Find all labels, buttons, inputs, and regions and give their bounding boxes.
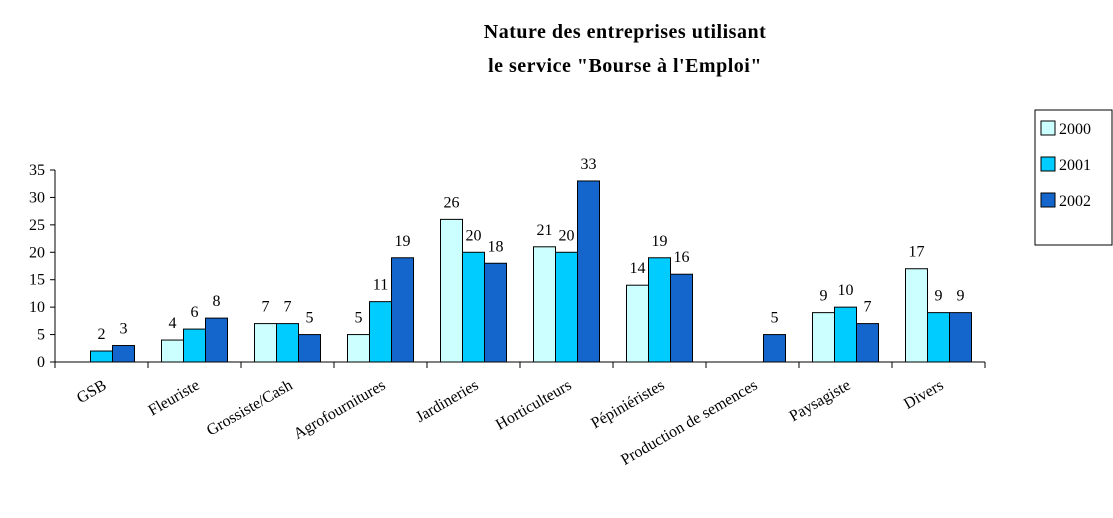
y-tick-label: 20 <box>29 244 45 261</box>
legend-label: 2002 <box>1059 193 1091 210</box>
value-label: 33 <box>581 156 597 173</box>
bar <box>856 323 879 363</box>
value-label: 20 <box>466 227 482 244</box>
value-label: 18 <box>488 238 504 255</box>
x-tick-label: Paysagiste <box>787 377 854 425</box>
legend-swatch <box>1040 120 1056 136</box>
y-tick-label: 30 <box>29 189 45 206</box>
value-label: 4 <box>169 315 177 332</box>
value-label: 10 <box>838 282 854 299</box>
bar <box>812 312 835 363</box>
value-label: 21 <box>537 222 553 239</box>
bar <box>112 345 135 363</box>
value-label: 5 <box>306 310 314 327</box>
bar <box>905 268 928 363</box>
legend-swatch <box>1040 156 1056 172</box>
bar <box>90 350 113 363</box>
bar <box>183 328 206 363</box>
value-label: 7 <box>864 299 872 316</box>
bar <box>577 180 600 363</box>
bar <box>462 251 485 363</box>
value-label: 11 <box>373 277 388 294</box>
y-tick-label: 10 <box>29 299 45 316</box>
value-label: 9 <box>935 288 943 305</box>
legend-swatch <box>1040 192 1056 208</box>
value-label: 26 <box>444 194 460 211</box>
value-label: 20 <box>559 227 575 244</box>
bar <box>205 317 228 363</box>
value-label: 5 <box>771 310 779 327</box>
value-label: 17 <box>909 244 925 261</box>
value-label: 8 <box>213 293 221 310</box>
y-tick-label: 25 <box>29 217 45 234</box>
value-label: 2 <box>98 326 106 343</box>
bar <box>949 312 972 363</box>
bar <box>254 323 277 363</box>
value-label: 9 <box>957 288 965 305</box>
bar <box>626 284 649 363</box>
y-tick-label: 15 <box>29 272 45 289</box>
x-tick-label: Grossiste/Cash <box>204 377 296 440</box>
value-label: 14 <box>630 260 646 277</box>
bar <box>347 334 370 363</box>
x-tick-label: Fleuriste <box>146 377 203 420</box>
chart-title: le service "Bourse à l'Emploi" <box>488 55 762 77</box>
value-label: 19 <box>652 233 668 250</box>
y-tick-label: 0 <box>37 354 45 371</box>
legend-label: 2001 <box>1059 157 1091 174</box>
bar <box>834 306 857 363</box>
value-label: 9 <box>820 288 828 305</box>
bar <box>161 339 184 363</box>
x-tick-label: Jardineries <box>413 377 482 426</box>
x-tick-label: GSB <box>74 377 109 407</box>
bar <box>440 218 463 363</box>
value-label: 5 <box>355 310 363 327</box>
value-label: 7 <box>262 299 270 316</box>
bar <box>391 257 414 363</box>
x-tick-label: Horticulteurs <box>493 377 575 434</box>
bar <box>276 323 299 363</box>
bar <box>670 273 693 363</box>
value-label: 19 <box>395 233 411 250</box>
y-tick-label: 35 <box>29 162 45 179</box>
x-tick-label: Divers <box>901 377 946 413</box>
legend-label: 2000 <box>1059 121 1091 138</box>
bar <box>298 334 321 363</box>
bar <box>555 251 578 363</box>
bar <box>763 334 786 363</box>
x-tick-label: Agrofournitures <box>291 377 389 443</box>
bar <box>484 262 507 363</box>
value-label: 3 <box>120 321 128 338</box>
value-label: 16 <box>674 249 690 266</box>
bar <box>533 246 556 363</box>
value-label: 6 <box>191 304 199 321</box>
y-tick-label: 5 <box>37 327 45 344</box>
bar <box>927 312 950 363</box>
bar <box>648 257 671 363</box>
value-label: 7 <box>284 299 292 316</box>
bar <box>369 301 392 363</box>
x-tick-label: Pépiniéristes <box>588 377 667 433</box>
chart-title: Nature des entreprises utilisant <box>484 21 766 43</box>
